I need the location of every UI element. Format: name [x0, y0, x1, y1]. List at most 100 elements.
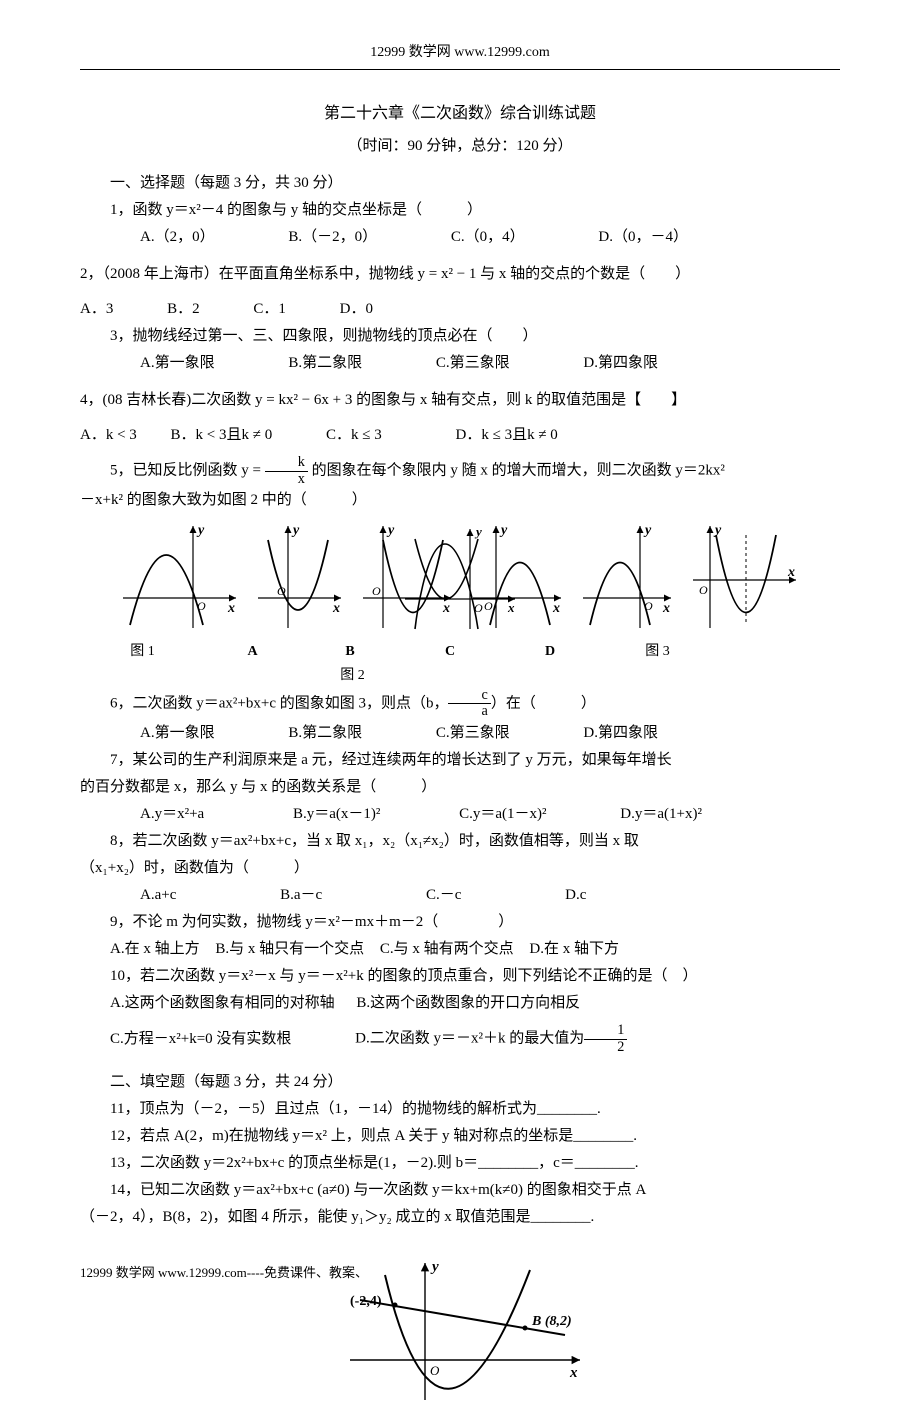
fig4-pointB-label: B (8,2) [531, 1314, 572, 1329]
q8-opt-c: C.－c [396, 882, 461, 909]
q7-opt-d: D.y＝a(1+x)² [590, 801, 702, 828]
q3-text: 3，抛物线经过第一、三、四象限，则抛物线的顶点必在（ ） [80, 323, 840, 350]
q5-post: 的图象在每个象限内 y 随 x 的增大而增大，则二次函数 y＝2kx² [308, 463, 725, 479]
q2-text: 2，（2008 年上海市）在平面直角坐标系中，抛物线 y = x² − 1 与 … [80, 261, 840, 288]
cap-d: D [500, 639, 600, 664]
q1-opt-b: B.（－2，0） [258, 224, 377, 251]
q10-opts-l2: C.方程－x²+k=0 没有实数根 D.二次函数 y＝－x²＋k 的最大值为12 [80, 1023, 840, 1055]
q4-text: 4，(08 吉林长春)二次函数 y = kx² − 6x + 3 的图象与 x … [80, 387, 840, 414]
q11-text: 11，顶点为（－2，－5）且过点（1，－14）的抛物线的解析式为________… [80, 1096, 840, 1123]
q7-opt-c: C.y＝a(1－x)² [429, 801, 546, 828]
q1-opt-a: A.（2，0） [110, 224, 215, 251]
cap-fig1: 图 1 [80, 639, 205, 664]
q5-frac: kx [265, 455, 308, 487]
q3-opt-b: B.第二象限 [258, 350, 362, 377]
cap-b: B [300, 639, 400, 664]
figC: x y O [468, 520, 568, 635]
figD: x y O [578, 520, 678, 635]
q13-text: 13，二次函数 y＝2x²+bx+c 的顶点坐标是(1，－2).则 b＝____… [80, 1150, 840, 1177]
q8-l1: 8，若二次函数 y＝ax²+bx+c，当 x 取 x₁，x₂（x₁≠x₂）时，函… [80, 828, 840, 855]
svg-text:O: O [372, 584, 381, 598]
page-subtitle: （时间：90 分钟，总分：120 分） [80, 133, 840, 160]
q10-frac-den: 2 [584, 1040, 627, 1056]
svg-text:O: O [430, 1363, 440, 1378]
svg-text:y: y [430, 1259, 439, 1275]
q9-opt-a: A.在 x 轴上方 [110, 941, 200, 957]
svg-text:x: x [552, 601, 560, 616]
q4-opt-b: B．k < 3且k ≠ 0 [171, 422, 273, 449]
q8-opt-b: B.a－c [250, 882, 322, 909]
fig4: x y O (-2,4) B (8,2) [330, 1255, 590, 1405]
q3-opt-d: D.第四象限 [553, 350, 658, 377]
q9-opt-d: D.在 x 轴下方 [529, 941, 619, 957]
q1-options: A.（2，0） B.（－2，0） C.（0，4） D.（0，－4） [80, 224, 840, 251]
svg-text:x: x [787, 565, 795, 580]
q7-opt-b: B.y＝a(x－1)² [263, 801, 380, 828]
svg-text:O: O [699, 583, 708, 597]
q7-options: A.y＝x²+a B.y＝a(x－1)² C.y＝a(1－x)² D.y＝a(1… [80, 801, 840, 828]
q5-pre: 5，已知反比例函数 y = [110, 463, 265, 479]
q6-frac-num: c [448, 688, 490, 705]
q5-line1: 5，已知反比例函数 y = kx 的图象在每个象限内 y 随 x 的增大而增大，… [80, 455, 840, 487]
site-header: 12999 数学网 www.12999.com [80, 40, 840, 65]
fig1: x y O [118, 520, 243, 635]
cap-c: C [400, 639, 500, 664]
svg-text:x: x [227, 601, 235, 616]
q7-opt-a: A.y＝x²+a [110, 801, 204, 828]
q9-text: 9，不论 m 为何实数，抛物线 y＝x²－mx＋m－2（ ） [80, 909, 840, 936]
svg-text:y: y [196, 523, 205, 538]
q6-opt-c: C.第三象限 [406, 720, 510, 747]
svg-text:y: y [713, 523, 722, 538]
q4-opt-d: D．k ≤ 3且k ≠ 0 [456, 422, 558, 449]
q6-frac-den: a [448, 704, 490, 720]
section2-header: 二、填空题（每题 3 分，共 24 分） [80, 1069, 840, 1096]
q5-line2: －x+k² 的图象大致为如图 2 中的（ ） [80, 487, 840, 514]
svg-text:y: y [499, 523, 508, 538]
q6-opt-b: B.第二象限 [258, 720, 362, 747]
q5-frac-num: k [265, 455, 308, 472]
q2-opt-c: C．1 [253, 296, 286, 323]
q6-text: 6，二次函数 y＝ax²+bx+c 的图象如图 3，则点（b，ca）在（ ） [80, 688, 840, 720]
svg-text:x: x [442, 601, 450, 616]
q14-l2: （－2，4），B(8，2)，如图 4 所示，能使 y₁＞y₂ 成立的 x 取值范… [80, 1204, 840, 1231]
q2-opt-b: B．2 [167, 296, 200, 323]
q12-text: 12，若点 A(2，m)在抛物线 y＝x² 上，则点 A 关于 y 轴对称点的坐… [80, 1123, 840, 1150]
q3-opt-a: A.第一象限 [110, 350, 215, 377]
svg-text:O: O [484, 599, 493, 613]
q4-opt-c: C．k ≤ 3 [326, 422, 382, 449]
svg-text:x: x [569, 1365, 578, 1381]
q6-options: A.第一象限 B.第二象限 C.第三象限 D.第四象限 [80, 720, 840, 747]
q2-options: A．3 B．2 C．1 D．0 [80, 296, 840, 323]
q3-opt-c: C.第三象限 [406, 350, 510, 377]
q10-text: 10，若二次函数 y＝x²－x 与 y＝－x²+k 的图象的顶点重合，则下列结论… [80, 963, 840, 990]
q14-l1: 14，已知二次函数 y＝ax²+bx+c (a≠0) 与一次函数 y＝kx+m(… [80, 1177, 840, 1204]
cap-fig2: 图 2 [205, 663, 500, 688]
q4-options: A．k < 3 B．k < 3且k ≠ 0 C．k ≤ 3 D．k ≤ 3且k … [80, 422, 840, 449]
svg-text:x: x [332, 601, 340, 616]
header-divider [80, 69, 840, 70]
section1-header: 一、选择题（每题 3 分，共 30 分） [80, 170, 840, 197]
q6-opt-a: A.第一象限 [110, 720, 215, 747]
q1-text: 1，函数 y＝x²－4 的图象与 y 轴的交点坐标是（ ） [80, 197, 840, 224]
q10-opt-c: C.方程－x²+k=0 没有实数根 [110, 1031, 291, 1047]
q6-opt-d: D.第四象限 [553, 720, 658, 747]
q7-l2: 的百分数都是 x，那么 y 与 x 的函数关系是（ ） [80, 774, 840, 801]
q10-opt-b: B.这两个函数图象的开口方向相反 [356, 995, 580, 1011]
q9-opt-c: C.与 x 轴有两个交点 [380, 941, 514, 957]
cap-fig3: 图 3 [600, 639, 715, 664]
q8-options: A.a+c B.a－c C.－c D.c [80, 882, 840, 909]
figB: x y O [358, 520, 458, 635]
figA: x y O [253, 520, 348, 635]
q9-opt-b: B.与 x 轴只有一个交点 [215, 941, 364, 957]
q3-options: A.第一象限 B.第二象限 C.第三象限 D.第四象限 [80, 350, 840, 377]
q8-opt-d: D.c [535, 882, 586, 909]
q7-l1: 7，某公司的生产利润原来是 a 元，经过连续两年的增长达到了 y 万元，如果每年… [80, 747, 840, 774]
q6-post: ）在（ ） [491, 695, 596, 711]
fig3: x y O [688, 520, 803, 635]
q6-pre: 6，二次函数 y＝ax²+bx+c 的图象如图 3，则点（b， [110, 695, 448, 711]
q8-l2: （x₁+x₂）时，函数值为（ ） [80, 855, 840, 882]
q10-opt-a: A.这两个函数图象有相同的对称轴 [110, 995, 335, 1011]
figure-captions-2: 图 2 [80, 663, 840, 688]
fig4-pointA-label: (-2,4) [350, 1294, 382, 1309]
q1-opt-c: C.（0，4） [421, 224, 525, 251]
